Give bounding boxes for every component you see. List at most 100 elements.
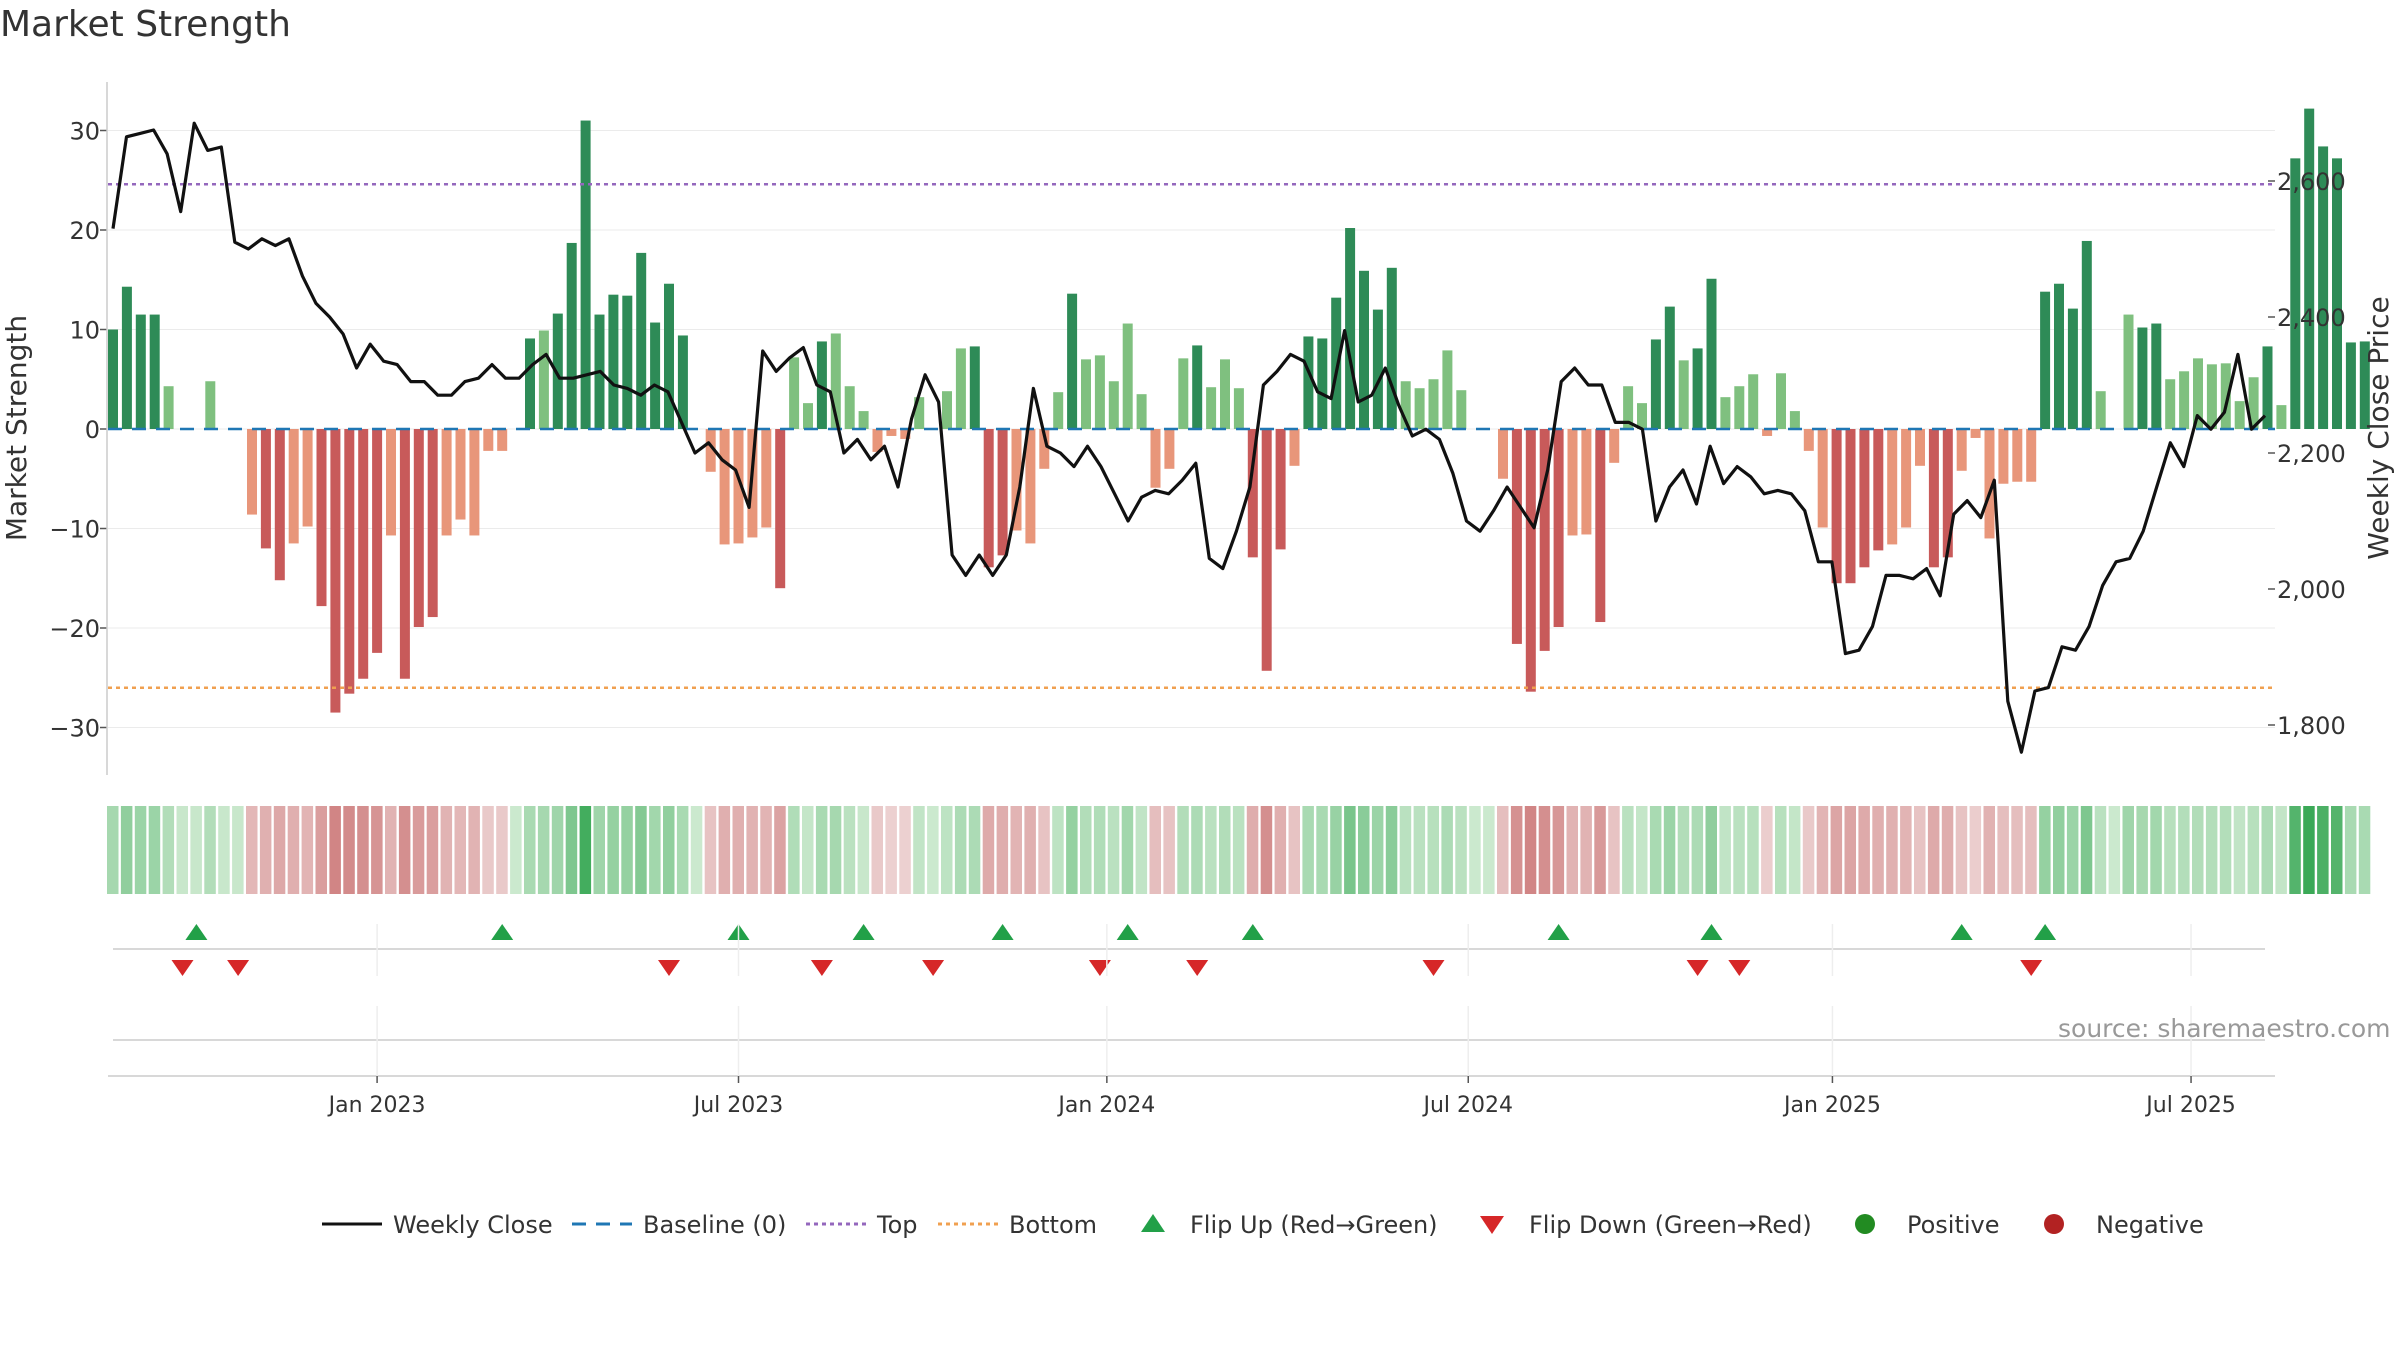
strength-bars — [108, 108, 2370, 713]
strength-bar — [288, 429, 299, 544]
strength-bar — [2095, 391, 2106, 429]
strength-bar — [664, 283, 674, 429]
strength-bar — [1289, 429, 1300, 466]
strength-bar — [1831, 429, 1842, 584]
heat-strip-cell — [2205, 806, 2218, 894]
heat-strip-cell — [329, 806, 341, 894]
strength-bar — [789, 357, 800, 429]
heat-strip-cell — [857, 806, 870, 894]
heat-strip-cell — [1538, 806, 1551, 894]
flip-down-marker — [810, 960, 833, 976]
heat-strip-cell — [1705, 806, 1717, 894]
strength-bar — [1053, 392, 1064, 429]
strength-bar — [121, 286, 132, 429]
strength-bar — [2067, 308, 2078, 429]
heat-strip-cell — [1385, 806, 1398, 894]
heat-strip-cell — [120, 806, 133, 894]
strength-bar — [1359, 270, 1369, 429]
heat-strip-cell — [343, 806, 355, 894]
heat-strip-cell — [2289, 806, 2301, 894]
heat-strip-cell — [1274, 806, 1287, 894]
strength-bar — [997, 429, 1008, 556]
strength-bar — [1706, 278, 1717, 429]
y-tick-label: 10 — [69, 317, 100, 345]
strength-bar — [1581, 429, 1592, 535]
legend-swatch-flip-down — [1480, 1216, 1504, 1234]
strength-bar — [705, 429, 716, 472]
heat-strip-cell — [204, 806, 216, 894]
heat-strip-cell — [2136, 806, 2148, 894]
price-series — [111, 121, 2267, 754]
strength-bar — [1178, 358, 1189, 429]
strength-bar — [1094, 355, 1105, 429]
strength-bar — [1678, 360, 1689, 429]
heat-strip-cell — [1093, 806, 1106, 894]
flip-up-marker — [1700, 924, 1723, 940]
heat-strip-cell — [2066, 806, 2079, 894]
x-tick-label: Jul 2023 — [692, 1093, 784, 1118]
heat-strip-cell — [593, 806, 605, 894]
heat-strip-cell — [954, 806, 967, 894]
heat-strip-cell — [1552, 806, 1565, 894]
strength-bar — [2304, 108, 2315, 430]
strength-bar — [1025, 429, 1036, 544]
flip-down-marker — [1686, 960, 1709, 976]
strength-bar — [1623, 386, 1634, 429]
heat-strip-cell — [218, 806, 230, 894]
strength-bar — [1956, 429, 1967, 471]
heat-strip-cell — [1733, 806, 1745, 894]
flip-up-marker — [2034, 924, 2057, 940]
heat-strip-cell — [1649, 806, 1662, 894]
heat-strip-cell — [1608, 806, 1620, 894]
strength-bar — [1192, 345, 1203, 429]
strength-bar — [1720, 397, 1731, 429]
heat-strip-cell — [2039, 806, 2051, 894]
strength-bar — [247, 429, 257, 515]
legend-label: Positive — [1907, 1211, 2000, 1239]
strength-bar — [650, 322, 661, 429]
reference-lines — [108, 182, 2275, 689]
heat-strip — [107, 806, 2371, 894]
heat-strip-cell — [1441, 806, 1453, 894]
heat-strip-cell — [774, 806, 786, 894]
heat-strip-cell — [1371, 806, 1384, 894]
strength-bar — [2151, 323, 2162, 429]
strength-bar — [1039, 429, 1050, 469]
heat-strip-cell — [2080, 806, 2093, 894]
heat-strip-cell — [1288, 806, 1300, 894]
flip-up-marker — [1547, 924, 1570, 940]
strength-bar — [1998, 429, 2009, 484]
heat-strip-cell — [1427, 806, 1439, 894]
strength-bar — [2332, 158, 2342, 430]
strength-bar — [1859, 429, 1870, 568]
strength-bar — [1609, 429, 1620, 463]
heat-strip-cell — [2094, 806, 2107, 894]
heat-strip-cell — [676, 806, 689, 894]
heat-strip-cell — [982, 806, 995, 894]
strength-bar — [205, 381, 216, 429]
y-tick-label: 20 — [69, 217, 100, 245]
heat-strip-cell — [690, 806, 703, 894]
flip-down-marker — [1186, 960, 1209, 976]
heat-strip-cell — [1330, 806, 1342, 894]
strength-bar — [803, 403, 813, 429]
flip-up-marker — [491, 924, 514, 940]
strength-bar — [1247, 429, 1258, 558]
legend-label: Baseline (0) — [643, 1211, 786, 1239]
strength-bar — [2026, 429, 2037, 482]
strength-bar — [1650, 339, 1661, 429]
strength-bar — [622, 295, 633, 429]
heat-strip-cell — [1802, 806, 1815, 894]
strength-bar — [1136, 394, 1147, 429]
x-tick-label: Jul 2024 — [1421, 1093, 1513, 1118]
legend-label: Bottom — [1009, 1211, 1097, 1239]
strength-bar — [1803, 429, 1814, 451]
strength-bar — [1442, 350, 1453, 429]
y2-tick-label: 2,400 — [2277, 304, 2346, 332]
heat-strip-cell — [913, 806, 925, 894]
strength-bar — [636, 252, 647, 429]
heat-strip-cell — [704, 806, 717, 894]
heat-strip-cell — [1191, 806, 1203, 894]
strength-bar — [1637, 403, 1647, 429]
